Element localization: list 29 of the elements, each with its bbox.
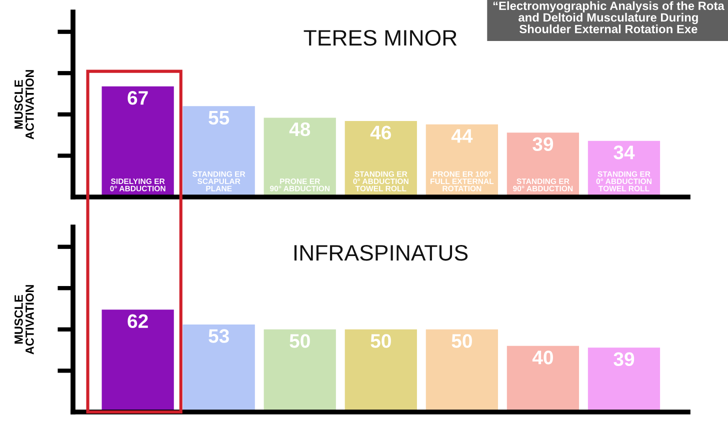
- data-label: 48: [289, 122, 310, 136]
- data-label: 53: [208, 329, 229, 343]
- bar: [344, 329, 417, 412]
- data-label: 50: [290, 334, 310, 348]
- bar: [102, 310, 174, 412]
- data-label: 55: [208, 111, 230, 125]
- text: INFRASPINATUS: [294, 244, 468, 261]
- data-label: 62: [128, 314, 148, 328]
- data-label: 34: [614, 146, 635, 160]
- data-label: 50: [370, 334, 391, 348]
- data-label: 44: [451, 129, 473, 143]
- bar: [426, 329, 498, 412]
- bar: [588, 348, 660, 412]
- bar: [506, 346, 580, 412]
- y-axis-title: MUSCLE ACTIVATION: [14, 285, 34, 354]
- bar: [182, 106, 255, 197]
- bar: [182, 324, 255, 412]
- data-label: 50: [452, 334, 472, 348]
- data-label: 46: [370, 126, 392, 140]
- bar: [264, 118, 336, 197]
- data-label: 67: [128, 91, 148, 105]
- text: TERES MINOR: [304, 30, 457, 46]
- data-label: 39: [532, 137, 554, 152]
- bar: [264, 329, 336, 412]
- bar: [102, 86, 174, 197]
- data-label: 40: [532, 350, 553, 364]
- data-label: 39: [614, 352, 634, 366]
- y-axis-title: MUSCLE ACTIVATION: [14, 70, 34, 140]
- annotation: “Electromyographic Analysis of the Rota and Deltoid Musculature During Shoulder External Rotation Exe: [493, 1, 724, 34]
